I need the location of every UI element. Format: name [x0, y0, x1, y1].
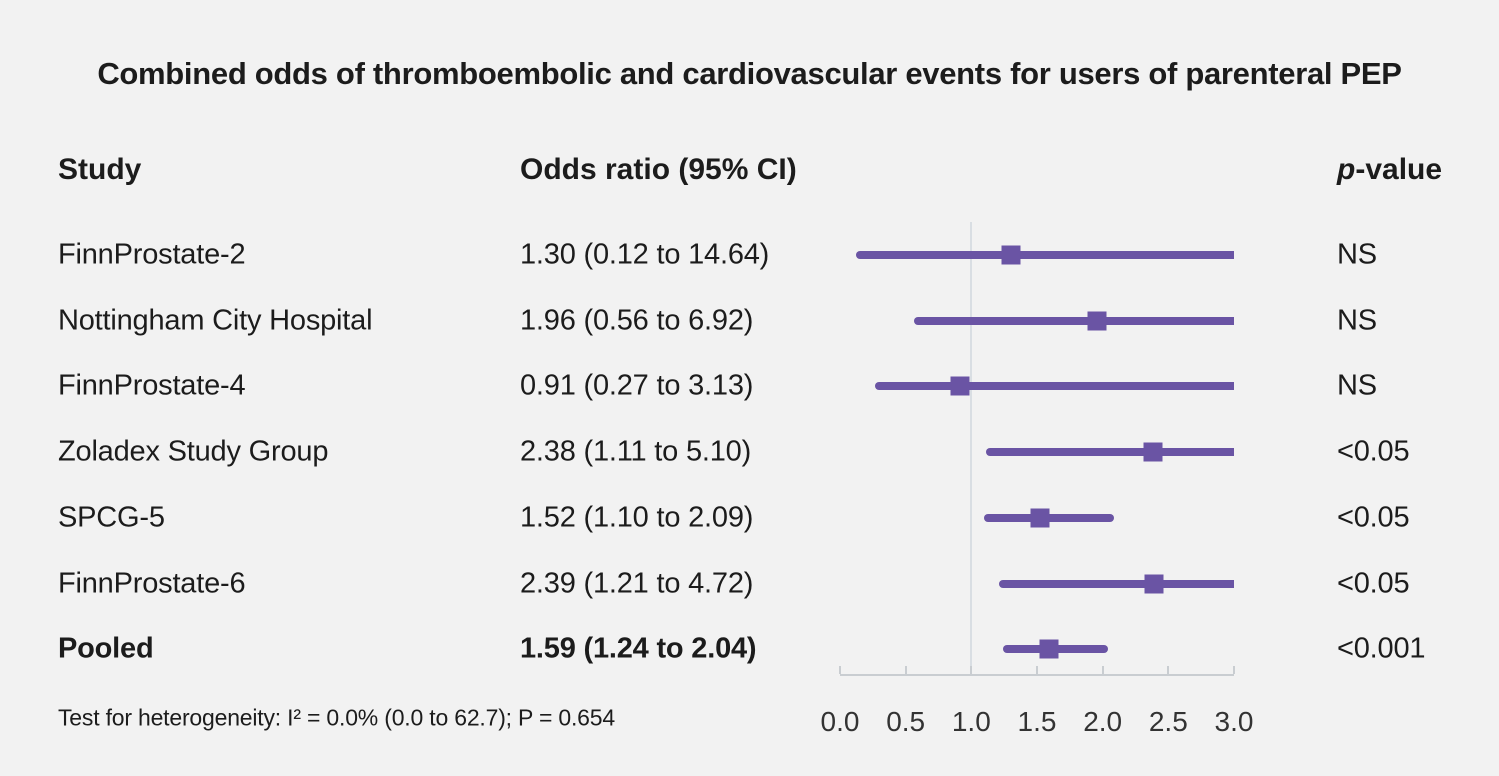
column-header-p-value: p-value: [1337, 153, 1442, 187]
column-header-odds-ratio: Odds ratio (95% CI): [520, 153, 797, 186]
column-header-study: Study: [58, 153, 142, 186]
odds-ratio-label: 1.30 (0.12 to 14.64): [520, 238, 770, 271]
point-estimate-marker: [1039, 639, 1059, 659]
p-value-label: NS: [1337, 304, 1377, 337]
study-label: Pooled: [58, 632, 154, 665]
confidence-interval-line: [984, 513, 1115, 522]
point-estimate-marker: [1030, 508, 1050, 528]
p-value-label: <0.05: [1337, 501, 1410, 534]
study-label: FinnProstate-4: [58, 369, 246, 402]
x-axis-tick-label: 3.0: [1214, 706, 1254, 737]
point-estimate-marker: [1143, 442, 1163, 462]
study-label: Nottingham City Hospital: [58, 304, 373, 337]
point-estimate-marker: [1001, 245, 1021, 265]
heterogeneity-note: Test for heterogeneity: I² = 0.0% (0.0 t…: [58, 704, 615, 731]
p-value-label: <0.05: [1337, 567, 1410, 599]
odds-ratio-label: 2.38 (1.11 to 5.10): [520, 435, 752, 468]
study-label: FinnProstate-2: [58, 238, 246, 271]
study-label: SPCG-5: [58, 501, 165, 534]
odds-ratio-label: 2.39 (1.21 to 4.72): [520, 567, 754, 599]
reference-gridline: [970, 222, 973, 675]
study-label: FinnProstate-6: [58, 567, 246, 599]
confidence-interval-line: [855, 251, 1234, 259]
odds-ratio-label: 1.59 (1.24 to 2.04): [520, 632, 757, 665]
confidence-interval-line: [875, 382, 1234, 391]
odds-ratio-label: 1.52 (1.10 to 2.09): [520, 501, 754, 534]
x-axis-tick-mark: [970, 666, 973, 674]
x-axis-tick-mark: [1167, 666, 1170, 674]
confidence-interval-line: [985, 448, 1234, 457]
point-estimate-marker: [1087, 311, 1107, 331]
x-axis-tick-mark: [1036, 666, 1038, 674]
figure-title: Combined odds of thromboembolic and card…: [97, 56, 1402, 91]
x-axis-tick-mark: [1101, 666, 1104, 674]
odds-ratio-label: 1.96 (0.56 to 6.92): [520, 304, 754, 337]
p-value-label: NS: [1337, 238, 1377, 271]
study-label: Zoladex Study Group: [58, 435, 329, 468]
confidence-interval-line: [913, 316, 1234, 325]
x-axis-tick-label: 2.5: [1148, 706, 1188, 737]
p-value-label: NS: [1337, 369, 1377, 402]
odds-ratio-label: 0.91 (0.27 to 3.13): [520, 369, 754, 402]
x-axis-tick-mark: [1233, 666, 1235, 674]
confidence-interval-line: [998, 579, 1234, 588]
x-axis-tick-label: 2.0: [1083, 706, 1123, 737]
p-value-header-suffix: -value: [1355, 153, 1443, 186]
point-estimate-marker: [1144, 574, 1164, 593]
x-axis-tick-label: 0.5: [886, 706, 926, 737]
x-axis-tick-mark: [839, 666, 841, 674]
p-value-label: <0.05: [1337, 435, 1410, 468]
point-estimate-marker: [950, 376, 969, 396]
x-axis-line: [840, 674, 1234, 676]
x-axis-tick-label: 0.0: [820, 706, 860, 737]
p-value-label: <0.001: [1337, 632, 1426, 665]
x-axis-tick-label: 1.5: [1017, 706, 1057, 737]
x-axis-tick-mark: [904, 666, 907, 674]
p-value-header-italic-p: p: [1337, 153, 1356, 186]
x-axis-tick-label: 1.0: [951, 706, 991, 737]
